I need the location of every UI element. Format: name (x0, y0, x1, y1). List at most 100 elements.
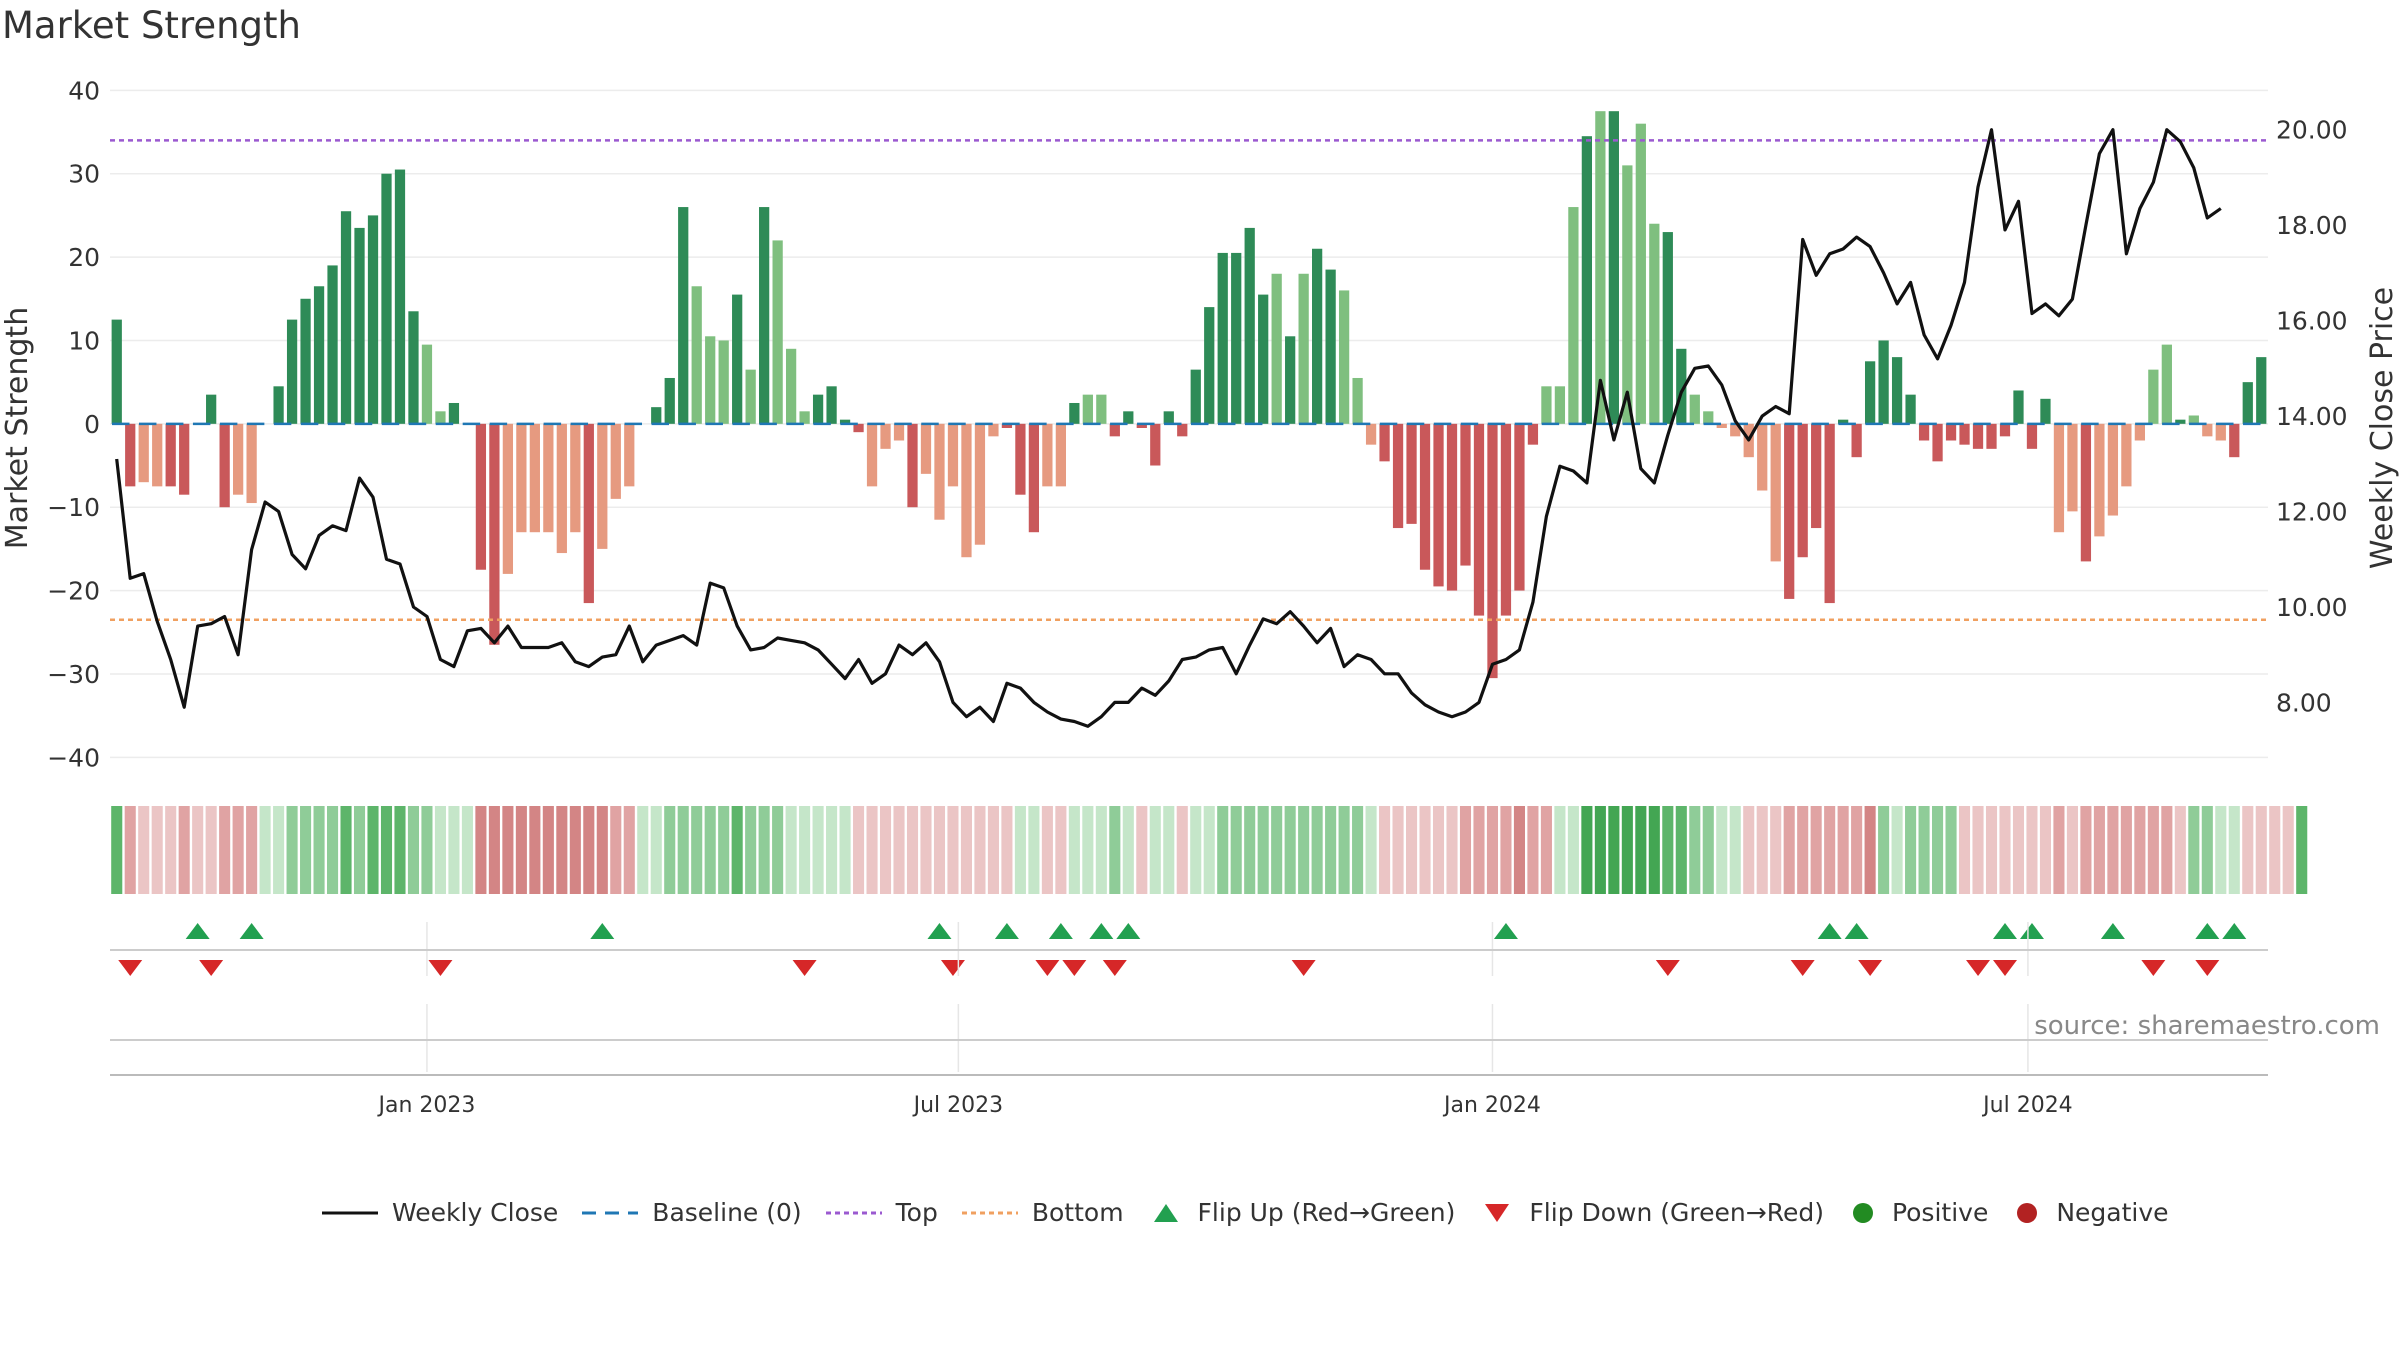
heat-strip-cell (2215, 806, 2227, 894)
flip-down-marker (428, 960, 453, 976)
strength-bar (2013, 390, 2024, 424)
heat-strip-cell (1918, 806, 1930, 894)
heat-strip-cell (219, 806, 231, 894)
strength-bar (179, 423, 190, 495)
y-tick-label: 0 (84, 410, 100, 439)
flip-up-marker (2100, 923, 2125, 939)
strength-bar (1406, 423, 1417, 524)
market-strength-chart: 40 30 20 10 0 −10 −20 −30 −40 20.00 18.00 16.00 14.0… (0, 76, 2400, 1118)
heat-strip-cell (259, 806, 271, 894)
strength-bar (1271, 273, 1282, 424)
strength-bar (1864, 361, 1876, 424)
heat-strip-cell (677, 806, 689, 894)
heat-strip-cell (745, 806, 757, 894)
strength-bar (1163, 411, 1174, 424)
strength-bar (597, 423, 608, 549)
flip-down-marker (1790, 960, 1815, 976)
heat-strip-cell (1729, 806, 1741, 894)
heat-strip-cell (987, 806, 999, 894)
heat-strip-cell (1864, 806, 1876, 894)
strength-bar (907, 423, 918, 508)
strength-bar (1891, 357, 1903, 424)
heat-strip-cell (1298, 806, 1310, 894)
y2-tick-label: 12.00 (2276, 498, 2348, 527)
heat-strip-cell (1608, 806, 1620, 894)
strength-bar (920, 423, 932, 474)
heat-strip-cell (1567, 806, 1579, 894)
heat-strip-cell (2120, 806, 2132, 894)
strength-bar (206, 394, 217, 424)
strength-bar (435, 411, 446, 424)
strength-bar (1716, 423, 1727, 428)
strength-bar (1945, 423, 1957, 441)
strength-bar (1527, 423, 1539, 445)
strength-bar (1298, 273, 1309, 424)
flip-down-marker (1291, 960, 1316, 976)
strength-bar (1568, 207, 1579, 424)
flip-up-marker (1048, 923, 1073, 939)
heat-strip-cell (853, 806, 865, 894)
heat-strip-cell (1041, 806, 1053, 894)
strength-bar (516, 423, 527, 533)
heat-strip-cell (151, 806, 163, 894)
heat-strip-cell (353, 806, 366, 894)
strength-bar (2094, 423, 2105, 537)
strength-bar (1177, 423, 1188, 437)
legend-label-bottom: Bottom (1031, 1198, 1124, 1227)
strength-bar (2215, 423, 2226, 441)
triangle-down-icon (1485, 1203, 1510, 1222)
heat-strip-cell (2066, 806, 2078, 894)
y-tick-label: 10 (68, 326, 100, 355)
legend-label-flip-up: Flip Up (Red→Green) (1197, 1198, 1456, 1227)
x-tick-label: Jul 2024 (1981, 1093, 2073, 1118)
strength-bar (826, 386, 837, 424)
heat-strip-cell (1352, 806, 1364, 894)
strength-bar (1042, 423, 1053, 487)
heat-strip-cell (1217, 806, 1229, 894)
strength-bar (1082, 394, 1093, 424)
strength-bar (961, 423, 972, 558)
y2-tick-label: 14.00 (2276, 402, 2348, 431)
legend-item-baseline: Baseline (0) (580, 1198, 802, 1227)
strength-bar (1285, 336, 1296, 424)
heat-strip-cell (1581, 806, 1593, 894)
heat-strip-cell (1379, 806, 1391, 894)
flip-up-marker (1493, 923, 1518, 939)
heat-strip-cell (461, 806, 473, 894)
heat-strip-cell (893, 806, 905, 894)
strength-bar (1419, 423, 1431, 570)
strength-bar (1001, 423, 1013, 428)
heat-strip-cell (596, 806, 608, 894)
flip-up-marker (1817, 923, 1842, 939)
close-line-layer (115, 128, 2222, 728)
strength-bar (394, 169, 406, 424)
heat-strip-cell (1716, 806, 1728, 894)
dot-icon (2017, 1202, 2038, 1223)
strength-bar (785, 348, 797, 424)
y2-tick-label: 16.00 (2276, 307, 2348, 336)
heat-strip-cell (1163, 806, 1175, 894)
heat-strip-cell (488, 806, 500, 894)
heat-strip-cell (610, 806, 622, 894)
heat-strip-cell (367, 806, 379, 894)
strength-bar (556, 423, 567, 554)
strength-bar (880, 423, 891, 449)
flip-up-marker (927, 923, 952, 939)
heat-strip-cell (232, 806, 244, 894)
heat-strip-cell (178, 806, 190, 894)
strength-bar (1851, 423, 1862, 458)
x-tick-label: Jan 2024 (1442, 1093, 1541, 1118)
strength-bar (340, 211, 352, 424)
heat-strip-cell (1540, 806, 1552, 894)
strength-bar (1622, 165, 1633, 424)
strength-bar (772, 240, 783, 424)
strength-bar (1662, 232, 1673, 424)
heat-strip-cell (192, 806, 204, 894)
heat-strip-cell (1837, 806, 1849, 894)
strength-bar (678, 207, 689, 424)
dot-icon (1852, 1202, 1873, 1223)
heat-strip-cell (1244, 806, 1256, 894)
heat-strip-cell (394, 806, 406, 894)
heat-strip-cell (1783, 806, 1795, 894)
heat-strip-cell (1271, 806, 1283, 894)
